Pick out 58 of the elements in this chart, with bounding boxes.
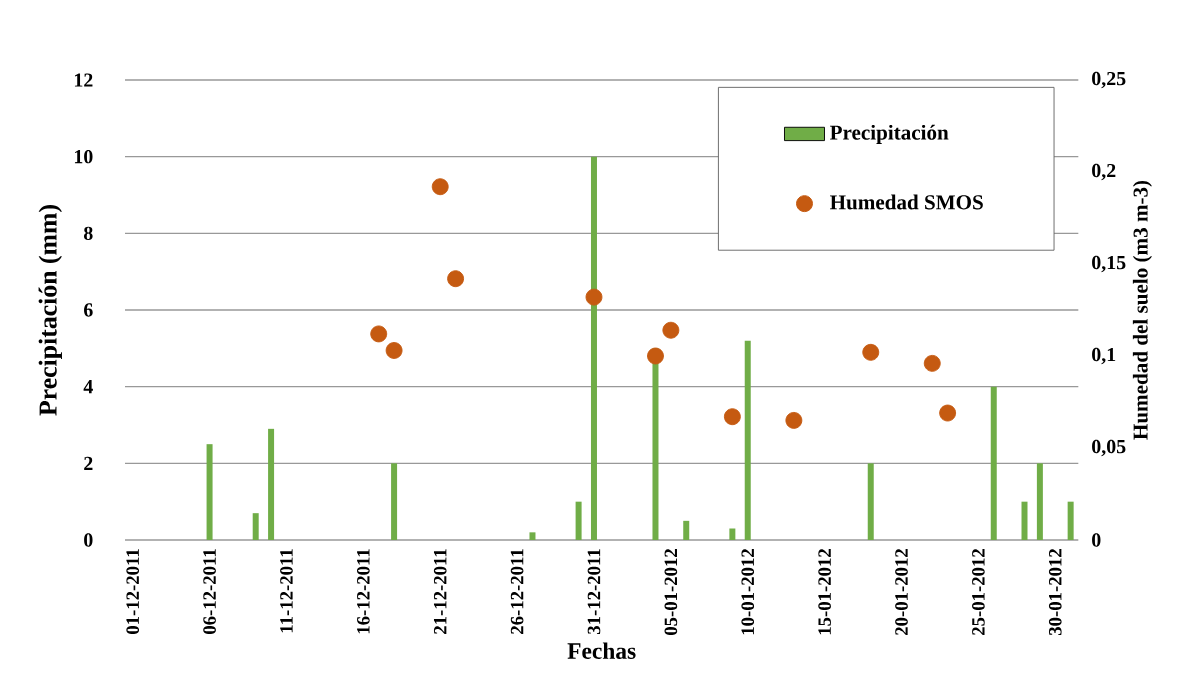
bar [683, 520, 690, 540]
point [647, 347, 664, 365]
y2-tick-label: 0,1 [1092, 347, 1116, 365]
x-axis-title: Fechas [567, 642, 636, 659]
point [723, 408, 741, 426]
bar [1021, 501, 1028, 540]
bar [1036, 463, 1043, 540]
legend-label: Precipitación [830, 124, 949, 144]
y2-axis-title: Humedad del suelo (m3 m-3) [1132, 180, 1152, 440]
x-tick-label: 21-12-2011 [433, 549, 447, 634]
point [923, 354, 941, 372]
legend-label: Humedad SMOS [830, 194, 983, 210]
point [370, 325, 388, 343]
y-axis-title: Precipitación (mm) [38, 205, 62, 416]
x-tick-label: 15-01-2012 [818, 549, 831, 635]
bar [575, 501, 582, 540]
y2-tick-label: 0,2 [1092, 163, 1116, 181]
bar [867, 463, 874, 540]
y2-tick-label: 0,05 [1092, 439, 1126, 457]
y-tick-label: 4 [83, 380, 93, 394]
point [939, 404, 957, 422]
x-tick-label: 25-01-2012 [972, 549, 985, 635]
y2-tick-label: 0 [1092, 533, 1101, 547]
bar [206, 444, 213, 540]
point [385, 342, 403, 359]
y-tick-label: 12 [74, 73, 93, 87]
y-tick-label: 0 [84, 533, 93, 547]
y-tick-label: 10 [74, 149, 93, 164]
y-tick-label: 6 [84, 303, 93, 317]
bar [729, 528, 736, 540]
bar [268, 428, 275, 540]
bar [391, 463, 398, 540]
bar [990, 386, 997, 540]
y-tick-label: 2 [84, 456, 93, 470]
bar [529, 532, 536, 540]
bar [744, 340, 751, 540]
x-tick-label: 16-12-2011 [357, 549, 370, 634]
point [785, 411, 803, 429]
bar [252, 513, 259, 540]
x-tick-label: 06-12-2011 [203, 549, 216, 635]
point [447, 270, 465, 288]
x-tick-label: 05-01-2012 [664, 549, 678, 636]
x-tick-label: 20-01-2012 [895, 549, 908, 635]
y2-tick-label: 0,25 [1092, 71, 1126, 89]
bar [590, 156, 597, 540]
x-tick-label: 31-12-2011 [587, 549, 601, 635]
x-tick-label: 30-01-2012 [1048, 549, 1062, 636]
point [585, 288, 603, 306]
x-tick-label: 11-12-2011 [280, 549, 293, 633]
point [662, 321, 680, 339]
x-tick-label: 01-12-2011 [126, 549, 140, 635]
bar [1067, 501, 1074, 540]
x-tick-label: 26-12-2011 [510, 549, 524, 634]
y2-tick-label: 0,15 [1092, 255, 1126, 273]
point [431, 178, 449, 196]
y-tick-label: 8 [84, 226, 93, 241]
x-tick-label: 10-01-2012 [741, 549, 755, 635]
point [862, 343, 880, 361]
